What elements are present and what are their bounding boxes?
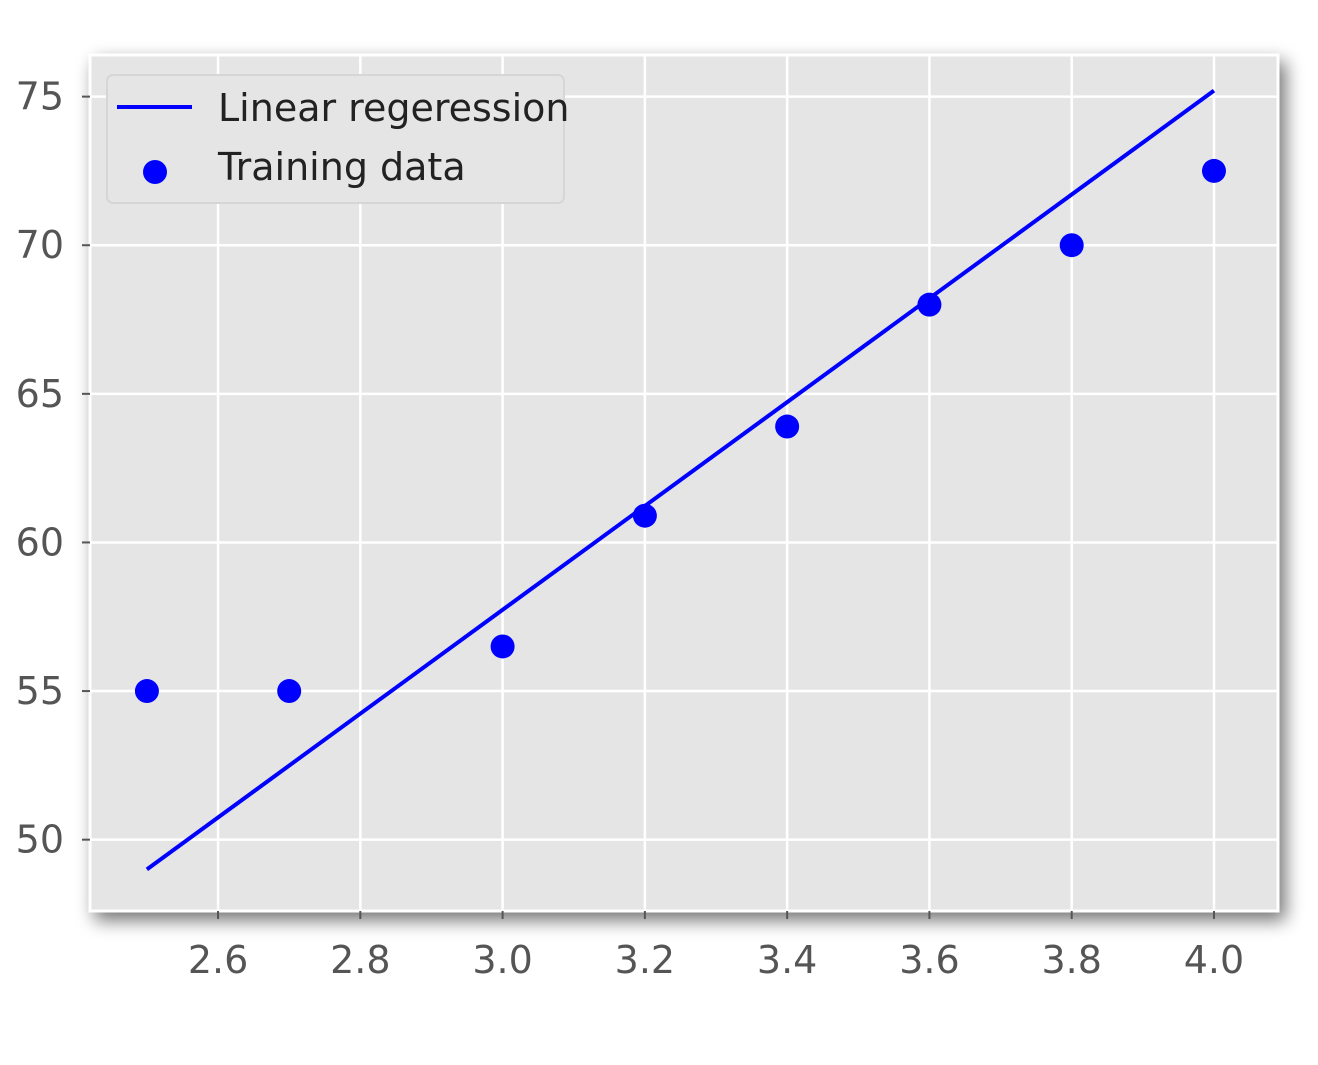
x-tick-label: 3.0: [472, 938, 532, 982]
legend: Linear regeression Training data: [106, 74, 570, 204]
data-point: [1059, 233, 1084, 258]
x-tick-label: 3.4: [757, 938, 817, 982]
data-point: [917, 292, 942, 317]
regression-line: [145, 89, 1216, 872]
y-tick-label: 60: [16, 520, 64, 564]
x-tick-label: 2.8: [330, 938, 390, 982]
y-tick-label: 55: [16, 669, 64, 713]
x-tick-label: 3.6: [899, 938, 959, 982]
y-tick-label: 50: [16, 818, 64, 862]
data-point: [775, 414, 800, 439]
x-axis: 2.6 2.8 3.0 3.2 3.4 3.6 3.8 4.0: [188, 911, 1244, 982]
legend-label-scatter: Training data: [217, 145, 466, 189]
legend-marker-swatch: [143, 160, 167, 184]
data-point: [490, 634, 515, 659]
y-tick-label: 65: [16, 372, 64, 416]
x-tick-label: 2.6: [188, 938, 248, 982]
y-tick-label: 75: [16, 75, 64, 119]
data-point: [632, 503, 657, 528]
legend-label-line: Linear regeression: [218, 86, 570, 130]
legend-box: [106, 74, 565, 204]
y-axis: 50 55 60 65 70 75: [16, 75, 90, 862]
y-tick-label: 70: [16, 223, 64, 267]
x-tick-label: 3.8: [1041, 938, 1101, 982]
data-point: [134, 679, 159, 704]
data-point: [1201, 158, 1226, 183]
data-point: [277, 679, 302, 704]
x-tick-label: 4.0: [1184, 938, 1244, 982]
series-layer: [134, 89, 1226, 872]
x-tick-label: 3.2: [615, 938, 675, 982]
